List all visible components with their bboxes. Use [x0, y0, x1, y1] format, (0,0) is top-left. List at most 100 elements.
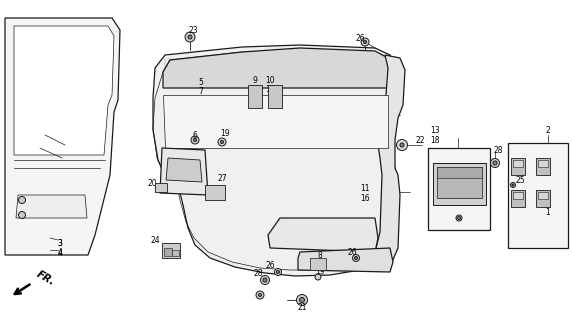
Text: 3: 3: [58, 238, 62, 247]
Polygon shape: [248, 85, 262, 108]
Circle shape: [493, 161, 497, 165]
Circle shape: [18, 212, 26, 219]
Polygon shape: [508, 143, 568, 248]
Text: 18: 18: [430, 135, 440, 145]
Text: 19: 19: [315, 268, 325, 276]
Circle shape: [256, 291, 264, 299]
Polygon shape: [155, 183, 167, 192]
Circle shape: [315, 274, 321, 280]
Polygon shape: [166, 158, 202, 182]
Circle shape: [218, 138, 226, 146]
Polygon shape: [268, 85, 282, 108]
Polygon shape: [511, 158, 525, 175]
Circle shape: [191, 136, 199, 144]
Polygon shape: [536, 190, 550, 207]
Text: 28: 28: [493, 146, 503, 155]
Text: 5: 5: [198, 77, 204, 86]
Circle shape: [458, 217, 460, 220]
Polygon shape: [5, 18, 120, 255]
Text: 26: 26: [355, 34, 365, 43]
Text: 24: 24: [150, 236, 160, 244]
Text: 28: 28: [253, 269, 263, 278]
Polygon shape: [172, 250, 179, 256]
Text: 11: 11: [360, 183, 370, 193]
Circle shape: [316, 262, 320, 266]
Polygon shape: [513, 160, 523, 167]
Text: 2: 2: [546, 125, 550, 134]
Polygon shape: [437, 167, 482, 198]
Polygon shape: [536, 158, 550, 175]
Text: 9: 9: [253, 76, 257, 84]
Text: 20: 20: [147, 179, 157, 188]
Polygon shape: [376, 55, 405, 268]
Text: 26: 26: [347, 247, 357, 257]
Circle shape: [355, 257, 358, 260]
Text: 21: 21: [297, 303, 307, 313]
Text: 22: 22: [415, 135, 425, 145]
Polygon shape: [428, 148, 490, 230]
Text: 6: 6: [193, 131, 197, 140]
Circle shape: [213, 190, 216, 194]
Circle shape: [193, 139, 197, 141]
Text: 16: 16: [360, 194, 370, 203]
Text: FR.: FR.: [35, 269, 57, 287]
Polygon shape: [164, 248, 172, 256]
Polygon shape: [513, 192, 523, 199]
Polygon shape: [538, 160, 548, 167]
Circle shape: [158, 184, 164, 190]
Circle shape: [259, 293, 261, 297]
Circle shape: [510, 182, 515, 188]
Text: 10: 10: [265, 76, 275, 84]
Polygon shape: [160, 148, 208, 195]
Polygon shape: [538, 192, 548, 199]
Polygon shape: [310, 258, 326, 270]
Circle shape: [300, 298, 304, 302]
Polygon shape: [511, 190, 525, 207]
Circle shape: [363, 41, 367, 44]
Circle shape: [400, 143, 404, 147]
Circle shape: [491, 158, 499, 167]
Text: 14: 14: [250, 84, 260, 93]
Circle shape: [276, 270, 280, 274]
Text: 4: 4: [58, 249, 62, 258]
Polygon shape: [163, 95, 388, 148]
Circle shape: [275, 268, 281, 276]
Circle shape: [188, 35, 192, 39]
Circle shape: [263, 278, 267, 282]
Text: 23: 23: [188, 26, 198, 35]
Text: 17: 17: [191, 164, 201, 173]
Polygon shape: [268, 218, 378, 252]
Text: 7: 7: [198, 86, 204, 95]
Circle shape: [512, 184, 514, 186]
Circle shape: [220, 140, 224, 143]
Polygon shape: [433, 163, 486, 205]
Circle shape: [185, 32, 195, 42]
Text: 27: 27: [217, 173, 227, 182]
Circle shape: [456, 215, 462, 221]
Text: 4: 4: [58, 247, 62, 257]
Circle shape: [296, 294, 308, 306]
Circle shape: [396, 140, 407, 150]
Circle shape: [352, 254, 359, 261]
Polygon shape: [16, 195, 87, 218]
Polygon shape: [14, 26, 114, 155]
Polygon shape: [298, 248, 393, 272]
Text: 19: 19: [220, 129, 230, 138]
Circle shape: [18, 196, 26, 204]
Text: 25: 25: [515, 175, 525, 185]
Polygon shape: [153, 45, 395, 276]
Text: 26: 26: [265, 261, 275, 270]
Text: 15: 15: [265, 84, 275, 93]
Text: 12: 12: [191, 156, 201, 164]
Text: 3: 3: [58, 238, 62, 247]
Polygon shape: [205, 185, 225, 200]
Circle shape: [361, 38, 369, 46]
Circle shape: [260, 276, 269, 284]
Polygon shape: [437, 167, 482, 178]
Polygon shape: [163, 48, 390, 88]
Text: 13: 13: [430, 125, 440, 134]
Polygon shape: [162, 243, 180, 258]
Text: 8: 8: [317, 251, 323, 260]
Circle shape: [212, 188, 219, 196]
Text: 1: 1: [546, 207, 550, 217]
